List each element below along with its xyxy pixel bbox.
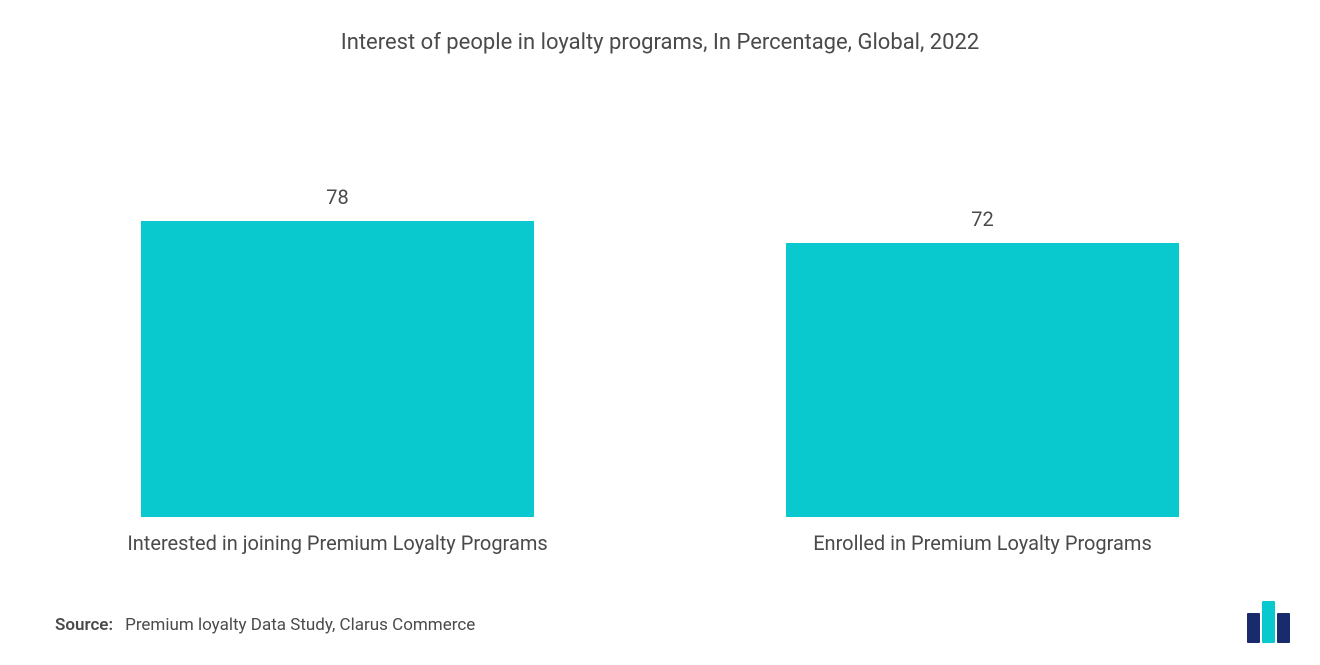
bar-0 — [141, 221, 535, 517]
bar-group-1: 72 Enrolled in Premium Loyalty Programs — [743, 207, 1223, 555]
logo-bar-1 — [1262, 601, 1275, 643]
logo-bar-0 — [1247, 613, 1260, 643]
bars-area: 78 Interested in joining Premium Loyalty… — [55, 125, 1265, 555]
bar-value-0: 78 — [326, 185, 348, 209]
bar-label-1: Enrolled in Premium Loyalty Programs — [813, 531, 1152, 555]
bar-value-1: 72 — [971, 207, 993, 231]
brand-logo-icon — [1247, 601, 1290, 643]
chart-title: Interest of people in loyalty programs, … — [55, 30, 1265, 55]
source-label: Source: — [55, 615, 113, 635]
bar-1 — [786, 243, 1180, 517]
logo-bar-2 — [1277, 613, 1290, 643]
bar-group-0: 78 Interested in joining Premium Loyalty… — [98, 185, 578, 555]
source-row: Source: Premium loyalty Data Study, Clar… — [55, 615, 1265, 635]
source-text: Premium loyalty Data Study, Clarus Comme… — [125, 615, 475, 635]
bar-label-0: Interested in joining Premium Loyalty Pr… — [127, 531, 547, 555]
chart-container: Interest of people in loyalty programs, … — [0, 0, 1320, 665]
